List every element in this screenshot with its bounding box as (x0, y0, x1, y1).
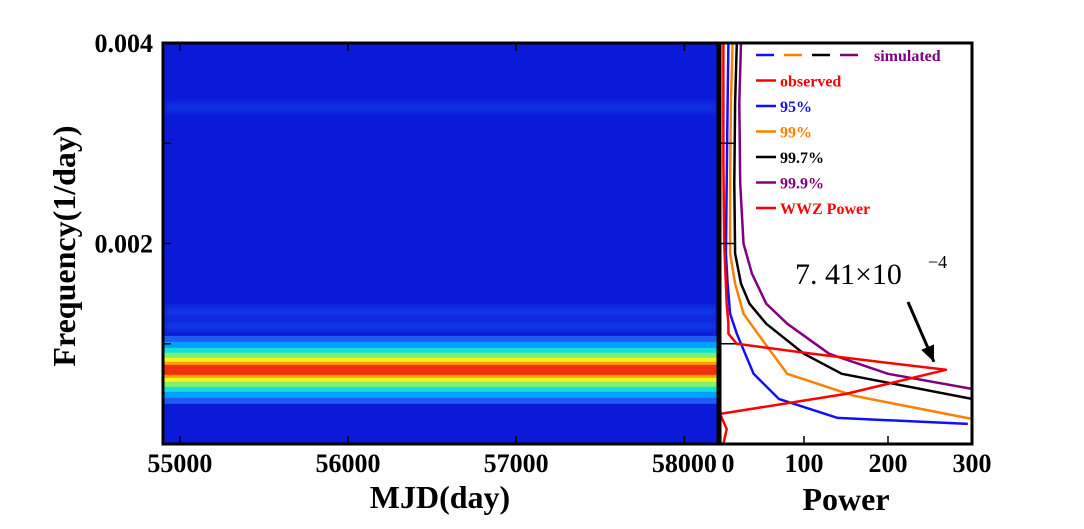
power-x-tick-label: 0 (722, 449, 735, 478)
annotation-exponent: −4 (928, 252, 947, 272)
annotation-base: 7. 41×10 (795, 258, 902, 291)
power-x-tick-label: 200 (869, 449, 908, 478)
power-series-99-9- (738, 43, 972, 391)
heatmap-x-tick-label: 56000 (316, 449, 381, 478)
power-series-95- (724, 43, 968, 426)
heatmap-x-axis-title: MJD(day) (370, 479, 510, 515)
power-axes: 0 100 200 300 (719, 142, 992, 478)
heatmap-secondary-band (163, 103, 718, 112)
heatmap-y-tick-label: 0.004 (95, 29, 154, 58)
heatmap-x-tick-label: 57000 (484, 449, 549, 478)
heatmap-secondary-band (163, 321, 718, 330)
legend-label: 99% (780, 125, 812, 142)
legend-label: simulated (874, 48, 941, 65)
legend-label: WWZ Power (780, 201, 870, 218)
heatmap-x-tick-label: 58000 (652, 449, 717, 478)
legend-label: 95% (780, 99, 812, 116)
power-x-tick-label: 300 (953, 449, 992, 478)
annotation-arrowhead (921, 344, 935, 362)
power-x-axis-title: Power (802, 481, 889, 517)
legend: simulated observed 95% 99% 99.7% 99.9% WWZ Pow… (756, 48, 941, 218)
legend-label: 99.9% (780, 176, 824, 193)
legend-label: 99.7% (780, 150, 824, 167)
heatmap-image (163, 43, 718, 444)
power-x-tick-label: 100 (785, 449, 824, 478)
heatmap-y-axis-title: Frequency(1/day) (46, 125, 82, 366)
peak-annotation: 7. 41×10 −4 (795, 252, 947, 363)
heatmap-secondary-band (163, 307, 718, 316)
heatmap-x-tick-label: 55000 (147, 449, 212, 478)
heatmap-peak-band (163, 364, 718, 375)
legend-label: observed (780, 74, 841, 91)
power-panel: 0 100 200 300 simulated observed 95% 99% 99.7% 9… (718, 41, 992, 517)
power-background (720, 43, 972, 444)
heatmap-y-tick-label: 0.002 (95, 230, 154, 259)
heatmap-axes: 55000 56000 57000 58000 0.002 0.004 (95, 29, 717, 478)
